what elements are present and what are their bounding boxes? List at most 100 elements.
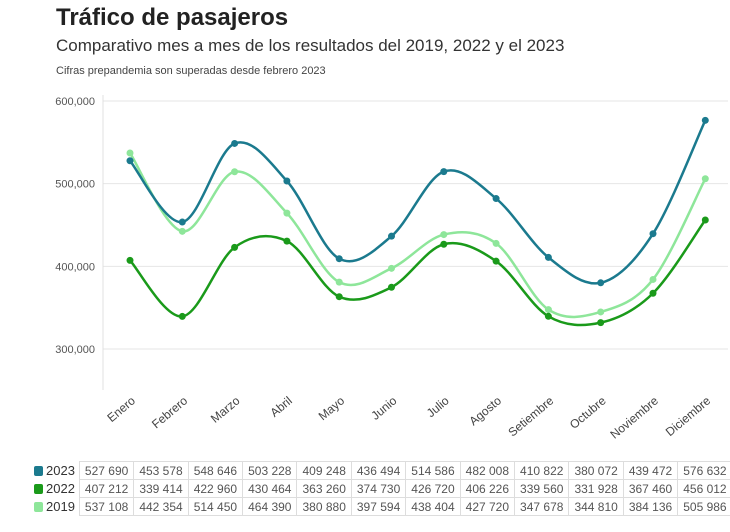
data-point-2022 xyxy=(649,289,657,297)
table-cell: 397 594 xyxy=(350,497,407,516)
chart-note: Cifras prepandemia son superadas desde f… xyxy=(56,65,326,77)
data-point-2019 xyxy=(231,168,239,176)
x-tick-label: Agosto xyxy=(466,393,504,428)
table-cell: 456 012 xyxy=(677,479,730,498)
table-cell: 427 720 xyxy=(459,497,516,516)
table-row: 2023 527 690 453 578 548 646 503 228 409 248 4… xyxy=(30,461,730,480)
data-point-2023 xyxy=(597,279,605,287)
x-tick-label: Julio xyxy=(424,393,452,420)
data-point-2022 xyxy=(335,293,343,301)
data-point-2019 xyxy=(492,239,500,247)
x-tick-label: Enero xyxy=(104,393,138,425)
x-tick-label: Setiembre xyxy=(505,393,556,439)
x-tick-label: Mayo xyxy=(316,393,348,423)
data-point-2019 xyxy=(597,308,605,316)
table-cell: 339 560 xyxy=(514,479,570,498)
table-cell: 363 260 xyxy=(296,479,352,498)
y-tick-label: 500,000 xyxy=(55,179,95,191)
data-point-2023 xyxy=(388,232,395,240)
table-cell: 426 720 xyxy=(405,479,461,498)
table-cell: 422 960 xyxy=(187,479,244,498)
table-cell: 442 354 xyxy=(133,497,189,516)
data-point-2022 xyxy=(283,237,291,245)
x-tick-label: Octubre xyxy=(567,393,609,431)
table-cell: 514 450 xyxy=(187,497,244,516)
table-cell: 482 008 xyxy=(459,461,516,480)
data-point-2022 xyxy=(701,216,709,224)
table-cell: 548 646 xyxy=(187,461,244,480)
chart-title: Tráfico de pasajeros xyxy=(56,4,289,31)
table-cell: 380 880 xyxy=(296,497,352,516)
table-cell: 453 578 xyxy=(133,461,189,480)
table-cell: 374 730 xyxy=(350,479,407,498)
data-point-2022 xyxy=(178,312,186,320)
data-point-2023 xyxy=(335,255,343,263)
table-cell: 344 810 xyxy=(568,497,624,516)
legend-swatch xyxy=(34,484,43,494)
table-cell: 367 460 xyxy=(622,479,679,498)
data-point-2019 xyxy=(335,278,343,286)
x-tick-label: Noviembre xyxy=(607,393,661,441)
x-tick-label: Febrero xyxy=(149,393,190,431)
table-cell: 464 390 xyxy=(242,497,298,516)
data-point-2022 xyxy=(544,312,552,320)
table-cell: 505 986 xyxy=(677,497,730,516)
legend-label: 2023 xyxy=(30,462,79,480)
data-point-2023 xyxy=(231,139,239,147)
data-point-2019 xyxy=(701,175,709,183)
data-point-2023 xyxy=(649,230,657,238)
table-cell: 503 228 xyxy=(242,461,298,480)
x-tick-label: Junio xyxy=(368,393,399,422)
table-cell: 347 678 xyxy=(514,497,570,516)
y-tick-label: 400,000 xyxy=(55,261,95,273)
data-point-2019 xyxy=(126,149,134,157)
data-point-2023 xyxy=(544,253,552,261)
data-point-2022 xyxy=(388,283,395,291)
table-cell: 439 472 xyxy=(622,461,679,480)
table-cell: 576 632 xyxy=(677,461,730,480)
legend-label: 2019 xyxy=(30,498,79,516)
table-cell: 436 494 xyxy=(350,461,407,480)
table-cell: 406 226 xyxy=(459,479,516,498)
data-point-2022 xyxy=(231,243,239,251)
table-row: 2019 537 108 442 354 514 450 464 390 380 880 3… xyxy=(30,497,730,516)
legend-name: 2019 xyxy=(46,499,75,514)
table-row: 2022 407 212 339 414 422 960 430 464 363 260 3… xyxy=(30,479,730,498)
data-point-2019 xyxy=(544,306,552,314)
data-point-2019 xyxy=(388,264,395,272)
legend-swatch xyxy=(34,502,43,512)
table-cell: 331 928 xyxy=(568,479,624,498)
data-point-2022 xyxy=(126,256,134,264)
x-tick-label: Abril xyxy=(267,394,294,420)
table-cell: 409 248 xyxy=(296,461,352,480)
y-tick-label: 300,000 xyxy=(55,344,95,356)
data-point-2019 xyxy=(283,209,291,217)
legend-label: 2022 xyxy=(30,480,79,498)
series-line-2022 xyxy=(129,219,707,327)
table-cell: 410 822 xyxy=(514,461,570,480)
table-cell: 438 404 xyxy=(405,497,461,516)
data-point-2022 xyxy=(440,240,448,248)
table-cell: 537 108 xyxy=(78,497,135,516)
data-point-2022 xyxy=(597,319,605,327)
x-tick-label: Marzo xyxy=(208,393,243,425)
data-point-2019 xyxy=(178,227,186,235)
data-point-2023 xyxy=(440,168,448,176)
data-table: 2023 527 690 453 578 548 646 503 228 409 248 4… xyxy=(30,461,730,516)
table-cell: 339 414 xyxy=(133,479,189,498)
chart-subtitle: Comparativo mes a mes de los resultados … xyxy=(56,36,565,55)
x-tick-label: Diciembre xyxy=(663,393,714,439)
series-line-2023 xyxy=(129,119,707,285)
data-point-2023 xyxy=(492,195,500,203)
legend-swatch xyxy=(34,466,43,476)
table-cell: 514 586 xyxy=(405,461,461,480)
data-point-2023 xyxy=(701,116,709,124)
table-cell: 527 690 xyxy=(78,461,135,480)
table-cell: 384 136 xyxy=(622,497,679,516)
table-cell: 407 212 xyxy=(78,479,135,498)
y-tick-label: 600,000 xyxy=(55,96,95,108)
series-line-2019 xyxy=(128,152,707,319)
line-chart: 300,000 400,000 500,000 600,000 Enero Febrero… xyxy=(55,95,728,442)
data-point-2019 xyxy=(440,231,448,239)
data-point-2023 xyxy=(283,177,291,185)
